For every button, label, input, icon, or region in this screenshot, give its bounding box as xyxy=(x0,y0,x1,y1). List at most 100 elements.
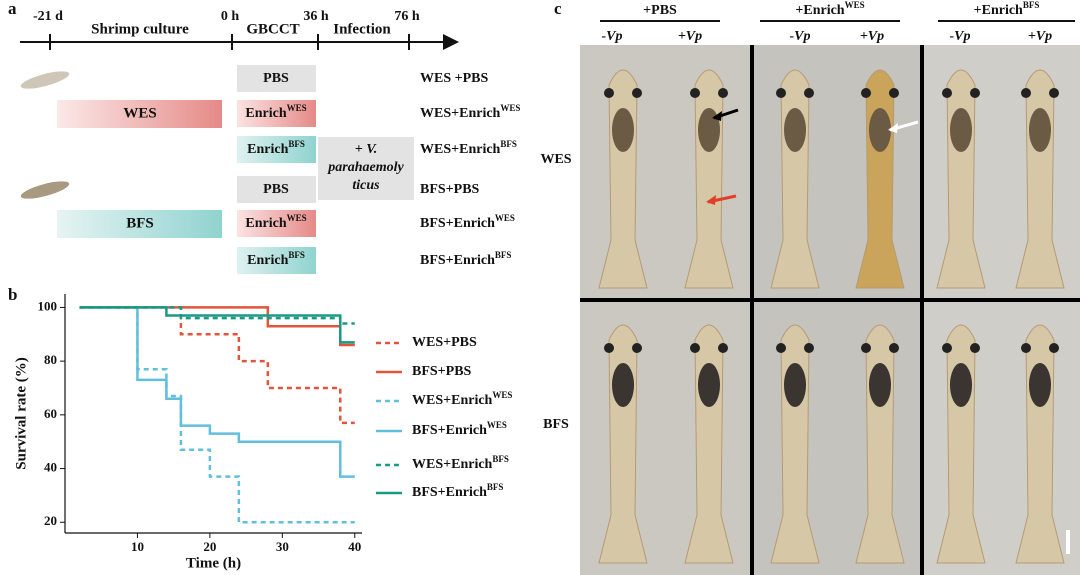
shrimp-eye xyxy=(804,343,814,353)
treatment-label: EnrichWES xyxy=(245,103,306,121)
panel-c: +PBS +EnrichWES +EnrichBFS-Vp +Vp -Vp +Vp -Vp +… xyxy=(540,0,1080,575)
legend-label: BFS+EnrichBFS xyxy=(412,482,503,500)
treatment-label: PBS xyxy=(263,182,289,197)
shrimp xyxy=(1015,69,1065,289)
panel-label: c xyxy=(554,0,562,18)
row-label: BFS xyxy=(543,417,569,432)
shrimp xyxy=(855,324,905,564)
shrimp-eye xyxy=(889,343,899,353)
phase-label: GBCCT xyxy=(246,21,299,37)
column-label-sup: WES xyxy=(845,0,865,10)
shrimp-eye xyxy=(970,88,980,98)
diet-label: BFS xyxy=(126,215,154,231)
shrimp-icon xyxy=(20,71,70,89)
group-label: BFS+PBS xyxy=(420,182,480,197)
shrimp xyxy=(855,69,905,289)
treatment-label-text: Enrich xyxy=(245,216,286,231)
panel-a: -21 d 0 h 36 h 76 h Shrimp culture GBCCT Infec… xyxy=(20,9,520,274)
diet-bar xyxy=(57,100,222,128)
treatment-box xyxy=(237,136,316,163)
shrimp-eye xyxy=(690,88,700,98)
shrimp-eye xyxy=(1049,88,1059,98)
shrimp xyxy=(1015,324,1065,564)
legend-label-sup: WES xyxy=(492,390,512,400)
treatment-label-text: Enrich xyxy=(247,142,288,157)
x-tick-label: 10 xyxy=(131,539,144,554)
legend-label-text: WES+Enrich xyxy=(412,457,493,472)
group-label-text: BFS+PBS xyxy=(420,182,480,197)
timeline-label: 36 h xyxy=(303,9,329,24)
arrow-head xyxy=(712,111,722,121)
treatment-label: EnrichBFS xyxy=(247,250,305,268)
panel-label: b xyxy=(8,285,17,304)
treatment-label-text: PBS xyxy=(263,182,289,197)
group-label-sup: BFS xyxy=(495,250,512,260)
treatment-label-sup: BFS xyxy=(288,139,305,149)
infection-label: ticus xyxy=(352,178,380,193)
group-label-text: BFS+Enrich xyxy=(420,253,495,268)
y-axis-label: Survival rate (%) xyxy=(13,357,29,469)
shrimp-gut xyxy=(698,108,720,152)
treatment-box xyxy=(237,100,316,127)
condition-label: -Vp xyxy=(602,29,623,44)
shrimp xyxy=(936,69,986,289)
group-label-sup: WES xyxy=(500,103,520,113)
treatment-box xyxy=(237,65,316,92)
legend-label-text: BFS+PBS xyxy=(412,364,472,379)
y-tick-label: 60 xyxy=(44,406,57,421)
shrimp-gut xyxy=(950,108,972,152)
diet-label: WES xyxy=(123,105,156,121)
shrimp-gut xyxy=(950,363,972,407)
group-label: WES+EnrichBFS xyxy=(420,139,517,157)
group-label: WES +PBS xyxy=(420,71,488,86)
survival-curve xyxy=(79,306,355,344)
legend-label-text: WES+PBS xyxy=(412,335,477,350)
shrimp-eye xyxy=(1021,343,1031,353)
y-tick-label: 40 xyxy=(44,460,57,475)
shrimp-eye xyxy=(970,343,980,353)
treatment-label-text: Enrich xyxy=(245,106,286,121)
legend-label: WES+EnrichWES xyxy=(412,390,512,408)
group-label-sup: BFS xyxy=(500,139,517,149)
treatment-label-text: PBS xyxy=(263,71,289,86)
shrimp xyxy=(684,324,734,564)
shrimp-eye xyxy=(1049,343,1059,353)
shrimp-eye xyxy=(942,88,952,98)
legend-label-sup: WES xyxy=(487,420,507,430)
shrimp-eye xyxy=(804,88,814,98)
legend-label: WES+PBS xyxy=(412,335,477,350)
phase-label: Infection xyxy=(333,21,391,37)
treatment-box xyxy=(237,176,316,203)
panel-b: 20 40 60 80 100 10 20 30 40 Time (h) Survival rate… xyxy=(13,294,512,571)
shrimp-eye xyxy=(632,343,642,353)
y-tick-label: 80 xyxy=(44,352,57,367)
arrow-head xyxy=(706,195,716,205)
shrimp-eye xyxy=(718,88,728,98)
shrimp-eye xyxy=(632,88,642,98)
shrimp-gut xyxy=(784,363,806,407)
column-label-text: +Enrich xyxy=(795,3,844,18)
condition-label: +Vp xyxy=(860,29,884,44)
shrimp-gut xyxy=(1029,363,1051,407)
group-label-text: WES +PBS xyxy=(420,71,488,86)
diet-bar xyxy=(57,210,222,238)
panel-label: a xyxy=(8,0,17,18)
survival-curve xyxy=(79,306,355,347)
group-label-text: BFS+Enrich xyxy=(420,216,495,231)
shrimp xyxy=(598,324,648,564)
shrimp xyxy=(598,69,648,289)
treatment-label-text: Enrich xyxy=(247,253,288,268)
shrimp-gut xyxy=(869,108,891,152)
shrimp xyxy=(770,324,820,564)
shrimp-gut xyxy=(784,108,806,152)
survival-curve xyxy=(79,306,355,524)
shrimp-eye xyxy=(861,343,871,353)
x-tick-label: 40 xyxy=(348,539,361,554)
shrimp-eye xyxy=(604,343,614,353)
x-axis-label: Time (h) xyxy=(186,555,241,571)
timeline-label: 0 h xyxy=(221,9,240,24)
legend-label: BFS+EnrichWES xyxy=(412,420,507,438)
column-label-sup: BFS xyxy=(1023,0,1040,10)
shrimp-gut xyxy=(612,363,634,407)
column-label: +EnrichWES xyxy=(795,0,864,18)
